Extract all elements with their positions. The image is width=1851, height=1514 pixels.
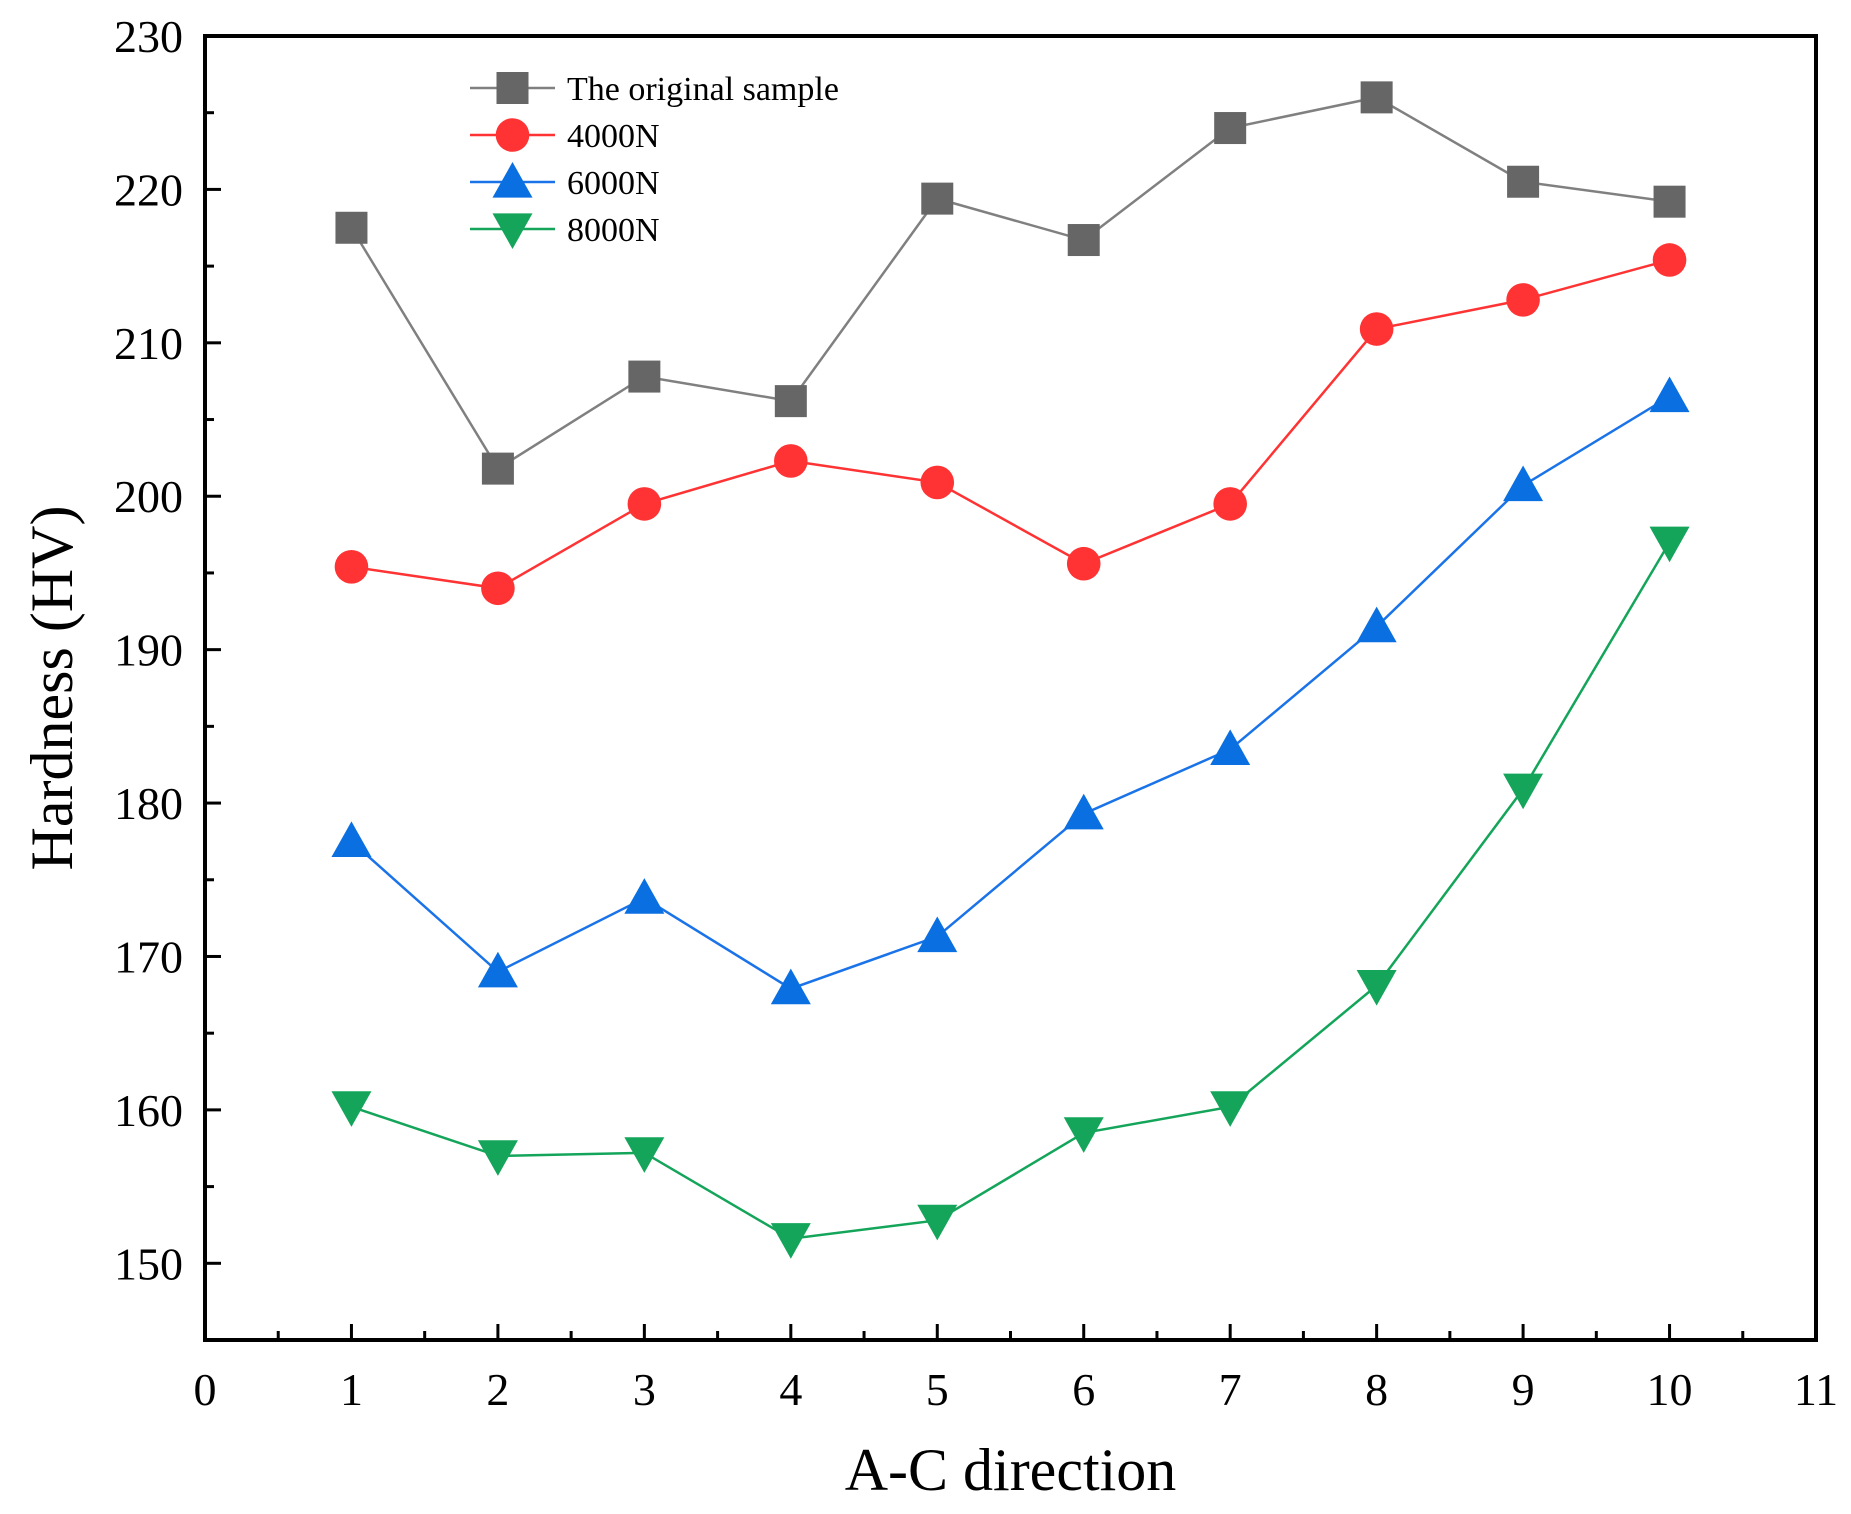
series-1: [334, 243, 1687, 606]
series-line: [351, 541, 1671, 1241]
data-point: [477, 951, 518, 988]
x-axis-ticks: 0 1 2 3 4 5 6 7 8 9 10 11: [194, 1324, 1838, 1415]
y-tick-label: 200: [114, 471, 183, 522]
legend-item: 6000N: [470, 162, 660, 202]
data-point: [1506, 283, 1540, 317]
y-tick-label: 180: [114, 778, 183, 829]
series-line: [351, 258, 1670, 590]
data-point: [770, 1223, 811, 1259]
data-point: [1213, 487, 1247, 521]
legend: The original sample 4000N 6000N 8000N: [470, 71, 839, 249]
x-axis-title: A-C direction: [845, 1437, 1177, 1503]
y-tick-label: 160: [114, 1085, 183, 1136]
data-point: [917, 1204, 958, 1241]
data-point: [1652, 243, 1687, 277]
x-tick-label: 1: [340, 1364, 363, 1415]
x-tick-label: 8: [1365, 1364, 1388, 1415]
data-point: [920, 465, 955, 500]
data-point: [481, 571, 515, 606]
series-line: [350, 96, 1670, 471]
x-tick-label: 0: [194, 1364, 217, 1415]
series-layer: [331, 81, 1690, 1259]
data-point: [335, 211, 368, 244]
y-tick-label: 170: [114, 931, 183, 982]
legend-item: 4000N: [470, 118, 660, 155]
data-point: [1067, 224, 1100, 257]
data-point: [481, 452, 514, 485]
data-point: [1503, 465, 1544, 502]
legend-marker: [492, 213, 533, 249]
data-point: [770, 968, 811, 1005]
series-line: [350, 395, 1671, 991]
data-point: [627, 487, 662, 521]
data-point: [1649, 376, 1690, 413]
data-point: [1066, 546, 1101, 581]
data-point: [334, 550, 369, 584]
data-point: [921, 182, 954, 215]
x-tick-label: 11: [1794, 1364, 1838, 1415]
y-tick-label: 150: [114, 1238, 183, 1289]
data-point: [917, 916, 958, 953]
data-point: [477, 1140, 518, 1176]
x-tick-label: 10: [1647, 1364, 1693, 1415]
x-tick-label: 7: [1219, 1364, 1242, 1415]
data-point: [1649, 526, 1690, 563]
legend-marker: [496, 72, 529, 104]
y-tick-label: 210: [114, 318, 183, 369]
data-point: [1356, 970, 1397, 1006]
x-tick-label: 3: [633, 1364, 656, 1415]
y-tick-label: 220: [114, 164, 183, 215]
x-tick-label: 4: [779, 1364, 802, 1415]
series-2: [331, 376, 1690, 1005]
data-point: [1063, 793, 1104, 830]
data-point: [1063, 1117, 1104, 1153]
legend-label: 6000N: [567, 165, 660, 202]
data-point: [331, 1091, 372, 1127]
y-axis-ticks: 150 160 170 180 190 200 210 220 230: [114, 11, 221, 1289]
x-tick-label: 5: [926, 1364, 949, 1415]
legend-marker: [495, 118, 530, 152]
plot-frame: [203, 34, 1818, 1342]
data-point: [1210, 1091, 1251, 1127]
y-tick-label: 230: [114, 11, 183, 62]
series-0: [335, 81, 1686, 485]
y-tick-label: 190: [114, 625, 183, 676]
data-point: [1360, 81, 1393, 114]
data-point: [624, 878, 665, 914]
data-point: [1503, 773, 1544, 810]
data-point: [331, 821, 372, 858]
x-tick-label: 6: [1072, 1364, 1095, 1415]
data-point: [624, 1137, 665, 1173]
data-point: [1210, 729, 1251, 765]
x-tick-label: 2: [486, 1364, 509, 1415]
y-axis-title: Hardness (HV): [19, 506, 85, 871]
data-point: [1356, 606, 1397, 643]
legend-label: 4000N: [567, 118, 660, 155]
data-point: [628, 360, 661, 393]
legend-label: 8000N: [567, 212, 660, 249]
data-point: [1653, 185, 1686, 218]
data-point: [1214, 112, 1247, 145]
x-tick-label: 9: [1512, 1364, 1535, 1415]
series-3: [331, 526, 1690, 1259]
legend-item: The original sample: [470, 71, 839, 108]
data-point: [774, 444, 808, 478]
legend-item: 8000N: [470, 212, 660, 249]
legend-label: The original sample: [567, 71, 839, 108]
data-point: [774, 385, 807, 418]
data-point: [1507, 165, 1540, 198]
legend-marker: [492, 162, 533, 198]
data-point: [1359, 312, 1394, 346]
